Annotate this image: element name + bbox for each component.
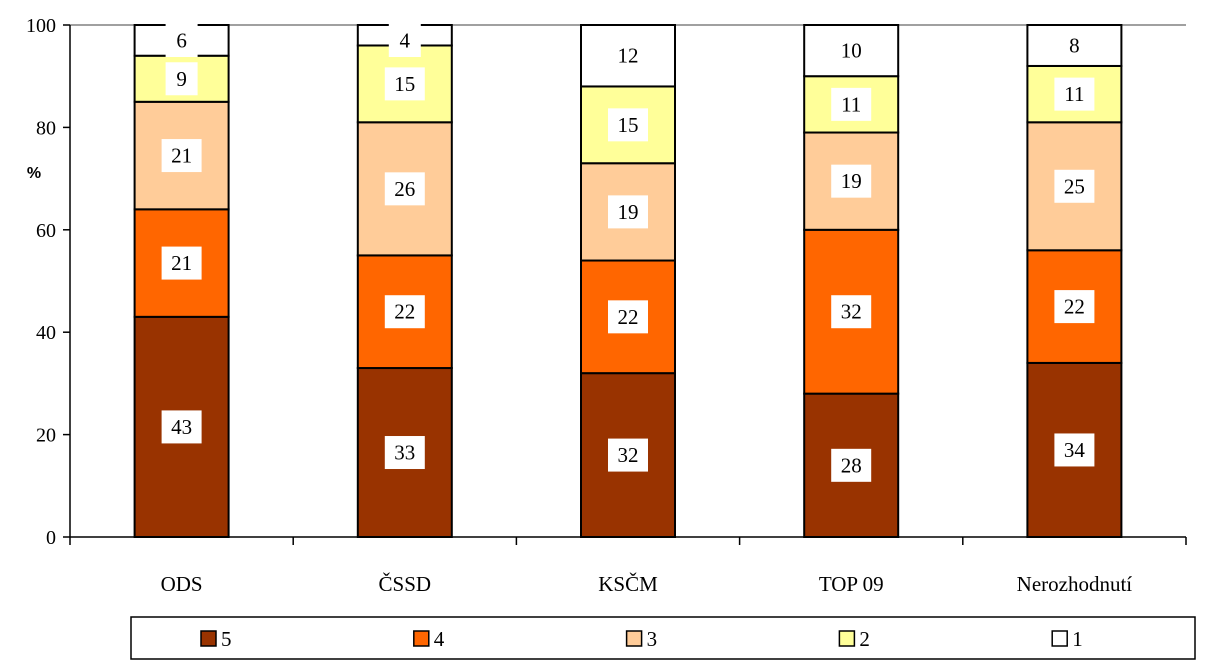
data-label-box — [161, 246, 202, 280]
data-label: 33 — [394, 441, 415, 465]
data-label: 43 — [171, 415, 192, 439]
data-label: 9 — [176, 67, 187, 91]
data-label: 25 — [1064, 174, 1085, 198]
data-label-box — [831, 448, 872, 482]
data-label: 32 — [618, 443, 639, 467]
x-category-label: Nerozhodnutí — [1017, 572, 1133, 596]
y-tick-label: 20 — [36, 425, 56, 447]
legend-label-5: 5 — [221, 627, 232, 651]
legend-swatch-4 — [413, 630, 430, 647]
data-label: 6 — [176, 29, 187, 53]
data-label: 19 — [618, 200, 639, 224]
data-label-box — [1058, 28, 1091, 62]
data-label-box — [384, 172, 425, 206]
data-label: 32 — [841, 300, 862, 324]
y-tick-label: 60 — [36, 220, 56, 242]
y-tick-label: 40 — [36, 322, 56, 344]
data-label: 22 — [1064, 295, 1085, 319]
legend-swatch-2 — [838, 630, 856, 647]
data-label: 21 — [171, 251, 192, 275]
y-tick-label: 80 — [36, 117, 56, 139]
data-label-box — [1054, 77, 1095, 111]
data-label: 26 — [394, 177, 415, 201]
data-label-box — [1054, 169, 1095, 203]
x-category-label: TOP 09 — [819, 572, 884, 596]
data-label-box — [161, 139, 202, 173]
x-category-label: KSČM — [598, 572, 658, 596]
data-label-box — [831, 87, 872, 121]
data-label: 15 — [618, 113, 639, 137]
data-label-box — [608, 438, 648, 472]
y-tick-label: 0 — [46, 527, 56, 549]
data-label: 19 — [841, 169, 862, 193]
y-tick-label: 100 — [26, 15, 56, 37]
data-label-box — [161, 410, 202, 444]
data-label-box — [831, 295, 872, 329]
data-label-box — [384, 67, 425, 101]
data-label: 4 — [400, 29, 411, 53]
y-axis-label: % — [27, 165, 41, 182]
data-label-box — [388, 24, 421, 57]
x-category-labels: ODS ČSSD KSČM TOP 09 Nerozhodnutí — [161, 572, 1133, 596]
data-label-box — [1054, 433, 1095, 467]
data-label-box — [608, 39, 648, 73]
data-label-box — [384, 295, 425, 329]
data-label-box — [165, 24, 198, 57]
data-label: 22 — [618, 305, 639, 329]
data-label-box — [165, 62, 198, 96]
data-label: 28 — [841, 453, 862, 477]
data-label: 12 — [618, 44, 639, 68]
legend-label-3: 3 — [647, 627, 658, 651]
bar-segment-ksčm-4 — [580, 259, 676, 375]
y-tick-labels: 0 20 40 60 80 100 — [26, 15, 56, 549]
data-label-box — [608, 195, 648, 229]
data-label-box — [831, 164, 872, 198]
data-label: 21 — [171, 144, 192, 168]
x-category-label: ODS — [161, 572, 203, 596]
data-label-box — [831, 34, 872, 68]
legend-swatch-5 — [200, 630, 217, 647]
legend-label-1: 1 — [1072, 627, 1083, 651]
legend: 5 4 3 2 1 — [130, 616, 1196, 660]
data-labels: 43 21 21 9 6 33 22 26 15 4 32 22 19 15 12 28 32 19 11 10 34 2… — [161, 24, 1095, 482]
data-label: 11 — [841, 92, 861, 116]
legend-box — [130, 616, 1196, 660]
legend-swatch-1 — [1051, 630, 1068, 647]
data-label-box — [1054, 290, 1095, 324]
data-label: 10 — [841, 39, 862, 63]
data-label: 34 — [1064, 438, 1086, 462]
data-label: 22 — [394, 300, 415, 324]
data-label: 11 — [1064, 82, 1084, 106]
legend-label-2: 2 — [859, 627, 870, 651]
data-label-box — [608, 108, 648, 142]
legend-label-4: 4 — [434, 627, 445, 651]
data-label: 8 — [1069, 33, 1080, 57]
data-label: 15 — [394, 72, 415, 96]
axes — [63, 24, 1187, 545]
data-label-box — [608, 300, 648, 334]
x-category-label: ČSSD — [379, 572, 432, 596]
legend-swatch-3 — [625, 630, 643, 647]
bar-segment-top-09-4 — [803, 228, 900, 395]
data-label-box — [384, 436, 425, 470]
